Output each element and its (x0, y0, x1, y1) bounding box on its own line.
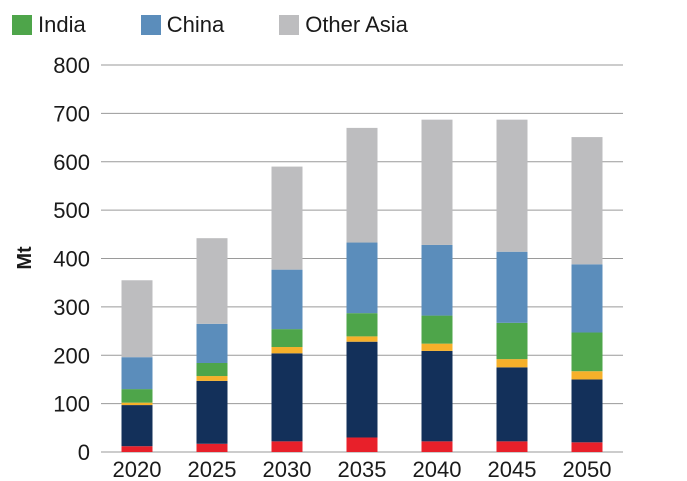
bar-segment (271, 329, 303, 348)
x-tick-label: 2030 (263, 457, 312, 481)
bar-segment (421, 315, 453, 344)
legend-swatch (279, 15, 300, 35)
legend-item: China (140, 12, 225, 38)
bar-segment (421, 441, 453, 452)
bar-segment (571, 371, 603, 380)
bar-segment (271, 441, 303, 452)
bar-segment (496, 322, 528, 360)
y-tick-label: 500 (53, 198, 90, 223)
bar-segment (196, 362, 228, 377)
bar-segment (121, 405, 153, 447)
bar-segment (121, 389, 153, 403)
bar-segment (421, 343, 453, 351)
y-tick-label: 700 (53, 101, 90, 126)
legend-item: India (12, 12, 86, 38)
legend-swatch (140, 15, 161, 35)
y-tick-label: 300 (53, 295, 90, 320)
legend-label: China (166, 12, 225, 37)
bar-segment (196, 376, 228, 381)
y-tick-label: 600 (53, 150, 90, 175)
bar-segment (196, 443, 228, 452)
bar-segment (196, 380, 228, 444)
bar-segment (421, 119, 453, 245)
bar-segment (196, 323, 228, 363)
y-tick-label: 800 (53, 53, 90, 78)
y-tick-label: 400 (53, 247, 90, 272)
x-tick-label: 2025 (188, 457, 237, 481)
y-axis-label: Mt (14, 246, 36, 270)
bar-segment (571, 332, 603, 372)
bar-segment (496, 367, 528, 442)
x-tick-label: 2050 (563, 457, 612, 481)
bar-segment (571, 442, 603, 452)
legend-label: India (38, 12, 86, 37)
legend-label: Other Asia (305, 12, 408, 37)
legend-item: Other Asia (279, 12, 408, 38)
y-tick-label: 0 (78, 440, 90, 465)
bar-segment (421, 244, 453, 316)
bar-segment (271, 347, 303, 354)
bar-segment (496, 251, 528, 323)
bar-segment (346, 437, 378, 452)
bar-segment (271, 353, 303, 442)
bar-segment (496, 359, 528, 368)
x-tick-label: 2045 (488, 457, 537, 481)
bar-segment (121, 357, 153, 390)
bar-segment (196, 238, 228, 324)
bar-segment (571, 264, 603, 333)
bar-segment (121, 280, 153, 358)
chart-legend: India China Other Asia (12, 10, 408, 40)
bar-segment (571, 137, 603, 265)
x-tick-label: 2020 (113, 457, 162, 481)
bar-segment (346, 127, 378, 243)
bar-segment (121, 446, 153, 452)
bar-segment (496, 119, 528, 252)
y-tick-label: 200 (53, 343, 90, 368)
bar-segment (496, 441, 528, 452)
bar-segment (346, 242, 378, 314)
bar-segment (121, 402, 153, 406)
bar-segment (271, 166, 303, 270)
bar-segment (571, 379, 603, 443)
bar-segment (346, 336, 378, 342)
bar-segment (346, 313, 378, 337)
x-tick-label: 2040 (413, 457, 462, 481)
bar-segment (346, 341, 378, 438)
legend-swatch (12, 15, 32, 35)
x-tick-label: 2035 (338, 457, 387, 481)
y-tick-label: 100 (53, 392, 90, 417)
bar-segment (271, 269, 303, 330)
bar-segment (421, 350, 453, 442)
